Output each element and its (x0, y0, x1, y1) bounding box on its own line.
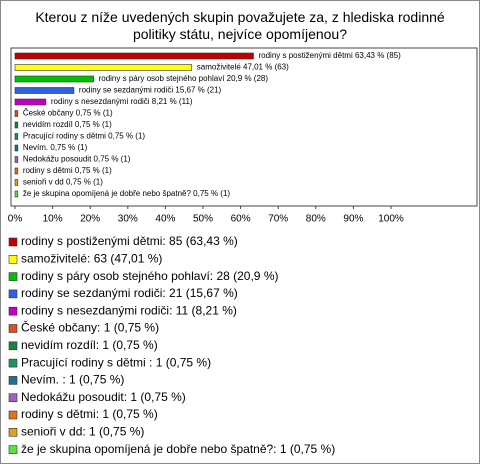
legend-label: rodiny se sezdanými rodiči: 21 (15,67 %) (21, 286, 238, 300)
legend-swatch (8, 341, 18, 351)
x-tick-label: 10% (43, 214, 63, 225)
legend-swatch (8, 255, 18, 264)
legend-label: rodiny s dětmi: 1 (0,75 %) (21, 407, 158, 421)
bar-label: rodiny s dětmi 0,75 % (1) (23, 166, 112, 175)
x-tick-label: 30% (118, 214, 138, 225)
bar-label: nevidím rozdíl 0,75 % (1) (23, 120, 112, 129)
bar-label: samoživitelé 47,01 % (63) (197, 63, 289, 72)
bar-label: Pracující rodiny s dětmi 0,75 % (1) (23, 132, 146, 141)
bar-label: senioři v dd 0,75 % (1) (23, 178, 103, 187)
bar (14, 190, 19, 198)
bar (14, 52, 254, 60)
bar (14, 156, 19, 163)
x-tick-label: 80% (306, 214, 326, 225)
chart-title: Kterou z níže uvedených skupin považujet… (35, 9, 445, 42)
bar-label: rodiny s nesezdanými rodiči 8,21 % (11) (51, 97, 193, 106)
legend-label: samoživitelé: 63 (47,01 %) (21, 251, 162, 265)
bar (14, 75, 94, 83)
legend-swatch (8, 427, 18, 437)
legend-label: České občany: 1 (0,75 %) (21, 320, 159, 335)
x-tick-label: 60% (231, 214, 251, 225)
legend-label: nevidím rozdíl: 1 (0,75 %) (21, 338, 158, 352)
legend-swatch (8, 445, 18, 454)
bar-label: rodiny s páry osob stejného pohlaví 20,9… (99, 74, 269, 83)
bar-label: Nedokážu posoudit 0,75 % (1) (23, 155, 131, 164)
bar (14, 167, 19, 175)
bar (14, 64, 193, 71)
legend-swatch (8, 376, 18, 385)
bar-label: Nevím. 0,75 % (1) (23, 143, 88, 152)
legend-label: Pracující rodiny s dětmi : 1 (0,75 %) (21, 355, 211, 369)
bar-label: rodiny se sezdanými rodiči 15,67 % (21) (79, 86, 222, 95)
legend-label: rodiny s postiženými dětmi: 85 (63,43 %) (21, 234, 238, 248)
legend-swatch (8, 393, 18, 403)
bar-label: rodiny s postiženými dětmi 63,43 % (85) (258, 51, 401, 60)
bar (14, 179, 19, 186)
bar-label: že je skupina opomíjená je dobře nebo šp… (23, 189, 231, 198)
legend-swatch (8, 324, 18, 333)
legend-label: Nevím. : 1 (0,75 %) (21, 373, 124, 387)
x-tick-label: 40% (155, 214, 175, 225)
bar (14, 110, 19, 117)
legend-label: Nedokážu posoudit: 1 (0,75 %) (21, 390, 186, 404)
bar-label: České občany 0,75 % (1) (23, 109, 113, 118)
x-tick-label: 70% (268, 214, 288, 225)
bar (14, 98, 47, 106)
legend-label: senioři v dd: 1 (0,75 %) (21, 424, 144, 438)
legend-swatch (8, 410, 18, 420)
x-tick-label: 0% (8, 214, 23, 225)
legend-swatch (8, 272, 18, 281)
bar (14, 133, 19, 140)
legend-swatch (8, 358, 18, 368)
legend-swatch (8, 289, 18, 299)
x-tick-label: 50% (193, 214, 213, 225)
plot-frame (10, 47, 478, 207)
legend-swatch (8, 237, 18, 247)
bar (14, 121, 19, 129)
legend-swatch (8, 306, 18, 316)
x-tick-label: 20% (80, 214, 100, 225)
legend-label: rodiny s nesezdanými rodiči: 11 (8,21 %) (21, 303, 237, 317)
legend-label: rodiny s páry osob stejného pohlaví: 28 … (21, 269, 278, 283)
x-tick-label: 90% (343, 214, 363, 225)
bar (14, 87, 75, 94)
x-tick-label: 100% (378, 214, 404, 225)
legend-label: že je skupina opomíjená je dobře nebo šp… (21, 442, 335, 456)
bar (14, 144, 19, 152)
